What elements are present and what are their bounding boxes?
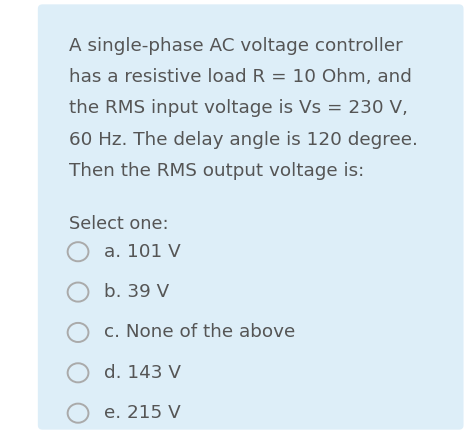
- Text: has a resistive load R = 10 Ohm, and: has a resistive load R = 10 Ohm, and: [69, 68, 412, 86]
- Text: d. 143 V: d. 143 V: [104, 364, 181, 382]
- FancyBboxPatch shape: [38, 4, 464, 430]
- Text: c. None of the above: c. None of the above: [104, 323, 295, 342]
- Text: b. 39 V: b. 39 V: [104, 283, 169, 301]
- Text: the RMS input voltage is Vs = 230 V,: the RMS input voltage is Vs = 230 V,: [69, 99, 407, 117]
- Circle shape: [68, 323, 88, 342]
- Text: Then the RMS output voltage is:: Then the RMS output voltage is:: [69, 162, 364, 180]
- Text: e. 215 V: e. 215 V: [104, 404, 181, 422]
- Text: A single-phase AC voltage controller: A single-phase AC voltage controller: [69, 37, 403, 55]
- Text: 60 Hz. The delay angle is 120 degree.: 60 Hz. The delay angle is 120 degree.: [69, 131, 418, 148]
- Circle shape: [68, 404, 88, 423]
- Circle shape: [68, 363, 88, 382]
- Text: a. 101 V: a. 101 V: [104, 243, 181, 261]
- Circle shape: [68, 283, 88, 302]
- Text: Select one:: Select one:: [69, 215, 168, 233]
- Circle shape: [68, 242, 88, 261]
